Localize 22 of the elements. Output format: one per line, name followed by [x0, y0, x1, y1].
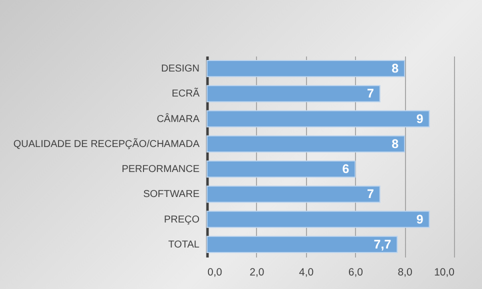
y-tick-label: PERFORMANCE — [122, 164, 200, 176]
y-tick-label: QUALIDADE DE RECEPÇÃO/CHAMADA — [13, 138, 200, 150]
data-label: 7 — [366, 187, 374, 202]
x-tick-label: 10,0 — [434, 266, 455, 278]
data-label: 9 — [416, 112, 424, 126]
y-tick-label: TOTAL — [168, 239, 200, 250]
y-tick-label: SOFTWARE — [143, 189, 200, 200]
y-tick-label: CÂMARA — [156, 112, 200, 125]
x-tick-label: 6,0 — [348, 266, 364, 278]
x-tick-label: 0,0 — [208, 266, 222, 278]
x-tick-label: 4,0 — [298, 266, 314, 278]
y-tick-label: ECRÃ — [172, 88, 200, 100]
x-tick-label: 8,0 — [398, 266, 413, 278]
y-tick-label: DESIGN — [161, 64, 200, 75]
data-label: 7 — [366, 86, 374, 101]
data-label: 7,7 — [374, 237, 392, 252]
data-label: 9 — [416, 212, 424, 226]
data-label: 8 — [392, 62, 399, 76]
x-tick-label: 2,0 — [250, 266, 264, 278]
data-label: 8 — [392, 136, 399, 151]
data-label: 6 — [342, 162, 350, 176]
y-tick-label: PREÇO — [164, 214, 200, 226]
